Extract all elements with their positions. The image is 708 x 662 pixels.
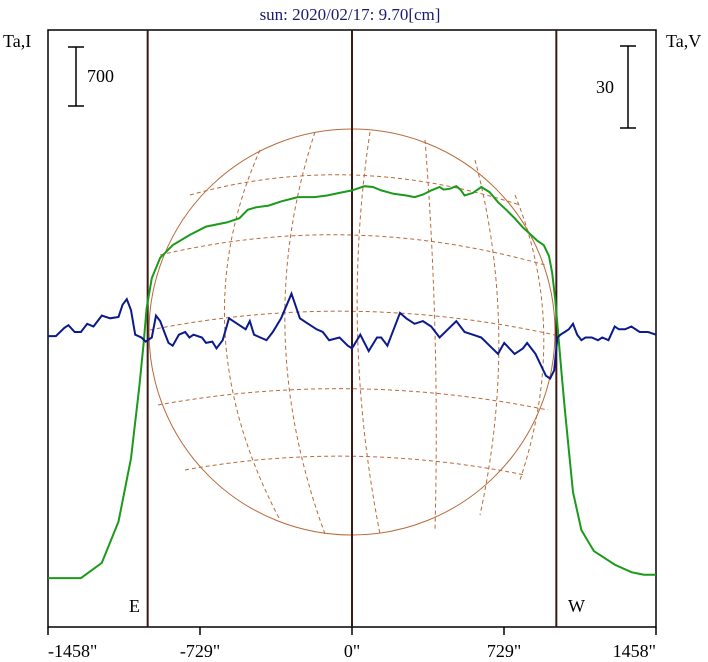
west-label: W — [568, 596, 585, 616]
longitude-line — [223, 149, 281, 521]
series-line-intensity — [48, 185, 656, 580]
longitude-line — [284, 131, 326, 535]
left-scale-value: 700 — [87, 66, 114, 86]
reference-lines — [146, 30, 558, 627]
right-axis-label: Ta,V — [666, 31, 701, 51]
right-scale-value: 30 — [596, 77, 614, 97]
x-tick-label: 0" — [344, 641, 360, 661]
right-scale-bar — [620, 45, 636, 129]
x-tick-label: -729" — [180, 641, 220, 661]
longitude-line — [356, 131, 381, 535]
x-axis-ticks: -1458" -729" 0" 729" 1458" — [47, 627, 657, 661]
left-scale-bar — [68, 46, 84, 107]
x-tick-label: 1458" — [613, 641, 656, 661]
latitude-line — [184, 455, 526, 476]
east-label: E — [129, 596, 140, 616]
chart-title: sun: 2020/02/17: 9.70[cm] — [260, 5, 441, 24]
x-tick-label: -1458" — [48, 641, 97, 661]
series-line-polarization — [48, 290, 657, 380]
left-axis-label: Ta,I — [3, 31, 31, 51]
latitude-line — [149, 310, 556, 336]
longitude-line — [514, 194, 545, 481]
x-tick-label: 729" — [487, 641, 521, 661]
latitude-line — [157, 388, 549, 411]
longitude-line — [474, 159, 500, 516]
longitude-line — [424, 139, 437, 531]
